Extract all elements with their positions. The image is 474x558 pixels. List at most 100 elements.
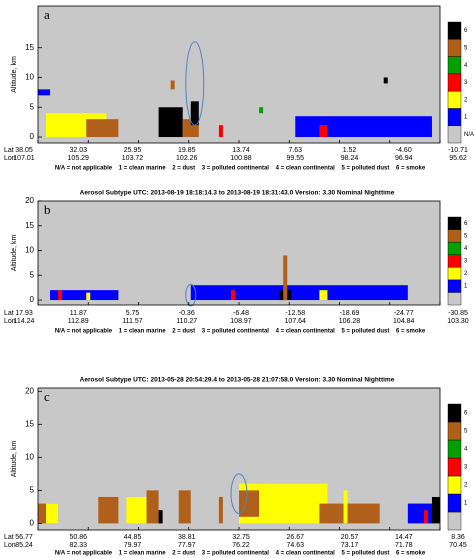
legend-label: 4	[464, 246, 468, 252]
y-tick-label: 0	[30, 132, 35, 141]
lon-tick-label: 73.17	[341, 542, 359, 549]
lat-tick-label: 11.87	[70, 310, 87, 317]
lon-tick-label: 103.72	[122, 155, 144, 162]
legend-label: 2	[464, 483, 468, 489]
legend-swatch	[447, 56, 462, 75]
aerosol-patch	[98, 496, 119, 524]
legend-swatch	[447, 254, 462, 268]
lon-tick-label: 114.24	[14, 318, 35, 325]
lon-tick-label: 107.01	[13, 155, 35, 162]
legend-label: 6	[464, 221, 468, 227]
chart-title: Aerosol Subtype UTC: 2013-08-19 18:18:14…	[80, 190, 395, 197]
lat-tick-label: 13.74	[232, 147, 250, 154]
lon-tick-label: 111.57	[122, 318, 142, 325]
aerosol-patch	[423, 510, 428, 524]
legend-label: 4	[464, 63, 468, 69]
aerosol-patch	[38, 89, 51, 96]
legend-label: 2	[464, 97, 468, 103]
y-tick-label: 0	[30, 295, 35, 304]
aerosol-patch	[431, 496, 440, 524]
lat-tick-label: 8.36	[451, 534, 465, 541]
lat-tick-label: 38.81	[178, 534, 196, 541]
legend-swatch	[447, 21, 462, 40]
aerosol-patch	[190, 285, 408, 301]
y-tick-label: 0	[30, 519, 35, 528]
lat-tick-label: 25.95	[124, 147, 142, 154]
legend-swatch	[447, 292, 462, 306]
y-axis-label: Altitude, km	[11, 56, 18, 93]
legend-label: 4	[464, 447, 468, 453]
y-tick-label: 15	[25, 221, 34, 230]
lon-tick-label: 70.45	[449, 542, 467, 549]
aerosol-patch	[50, 290, 119, 301]
panel-label: b	[44, 202, 51, 217]
legend-swatch	[447, 421, 462, 441]
aerosol-patch	[295, 116, 432, 138]
highlight-ellipse	[185, 283, 197, 307]
y-axis-label: Altitude, km	[11, 235, 18, 272]
lon-label: Lon	[4, 542, 16, 549]
lon-tick-label: 71.78	[395, 542, 413, 549]
lat-label: Lat	[4, 534, 14, 541]
aerosol-patch	[407, 503, 432, 524]
legend-label: 1	[464, 115, 468, 121]
lat-tick-label: 26.67	[286, 534, 304, 541]
legend-label: 6	[464, 411, 468, 417]
lon-tick-label: 79.97	[124, 542, 142, 549]
lon-label: Lon	[4, 318, 16, 325]
lat-tick-label: -4.60	[396, 147, 412, 154]
lat-tick-label: 7.63	[288, 147, 302, 154]
legend-swatch	[447, 73, 462, 92]
legend-swatch	[447, 493, 462, 513]
aerosol-patch	[158, 510, 163, 524]
lat-tick-label: 5.75	[126, 310, 140, 317]
lat-tick-label: 19.85	[178, 147, 196, 154]
y-tick-label: 10	[25, 73, 34, 82]
y-tick-label: 5	[30, 485, 35, 494]
lat-tick-label: 14.47	[395, 534, 413, 541]
legend-label: 1	[464, 501, 468, 507]
lat-tick-label: -30.85	[448, 310, 468, 317]
legend-swatch	[447, 267, 462, 281]
aerosol-patch	[190, 101, 199, 126]
aerosol-patch	[283, 255, 288, 301]
legend-label: 5	[464, 233, 468, 239]
aerosol-patch	[58, 290, 63, 301]
lat-tick-label: 32.75	[232, 534, 250, 541]
legend-label: 5	[464, 429, 468, 435]
aerosol-patch	[319, 503, 380, 524]
aerosol-patch	[178, 490, 191, 524]
lon-tick-label: 85.24	[15, 542, 33, 549]
legend-swatch	[447, 216, 462, 230]
lon-label: Lon	[4, 155, 16, 162]
lat-tick-label: -10.71	[448, 147, 468, 154]
lon-tick-label: 102.26	[176, 155, 198, 162]
aerosol-patch	[218, 496, 223, 524]
lat-label: Lat	[4, 147, 14, 154]
legend-swatch	[447, 241, 462, 255]
y-tick-label: 15	[25, 43, 34, 52]
lat-tick-label: 56.77	[15, 534, 33, 541]
aerosol-patch	[86, 292, 91, 301]
lon-tick-label: 112.89	[68, 318, 89, 325]
lon-tick-label: 105.29	[68, 155, 90, 162]
lat-label: Lat	[4, 310, 14, 317]
lon-tick-label: 95.62	[449, 155, 467, 162]
footnote: N/A = not applicable 1 = clean marine 2 …	[55, 329, 426, 335]
footnote: N/A = not applicable 1 = clean marine 2 …	[55, 166, 426, 172]
lon-tick-label: 104.84	[393, 318, 415, 325]
legend-swatch	[447, 90, 462, 109]
legend-swatch	[447, 39, 462, 57]
legend-swatch	[447, 229, 462, 243]
lat-tick-label: -18.69	[340, 310, 360, 317]
lon-tick-label: 99.55	[286, 155, 304, 162]
aerosol-patch	[239, 490, 260, 517]
y-tick-label: 20	[25, 386, 34, 395]
lon-tick-label: 74.63	[286, 542, 304, 549]
highlight-ellipse	[230, 473, 248, 514]
lon-tick-label: 96.94	[395, 155, 413, 162]
y-tick-label: 10	[25, 246, 34, 255]
lat-tick-label: -12.58	[285, 310, 305, 317]
legend-label: 3	[464, 259, 468, 265]
